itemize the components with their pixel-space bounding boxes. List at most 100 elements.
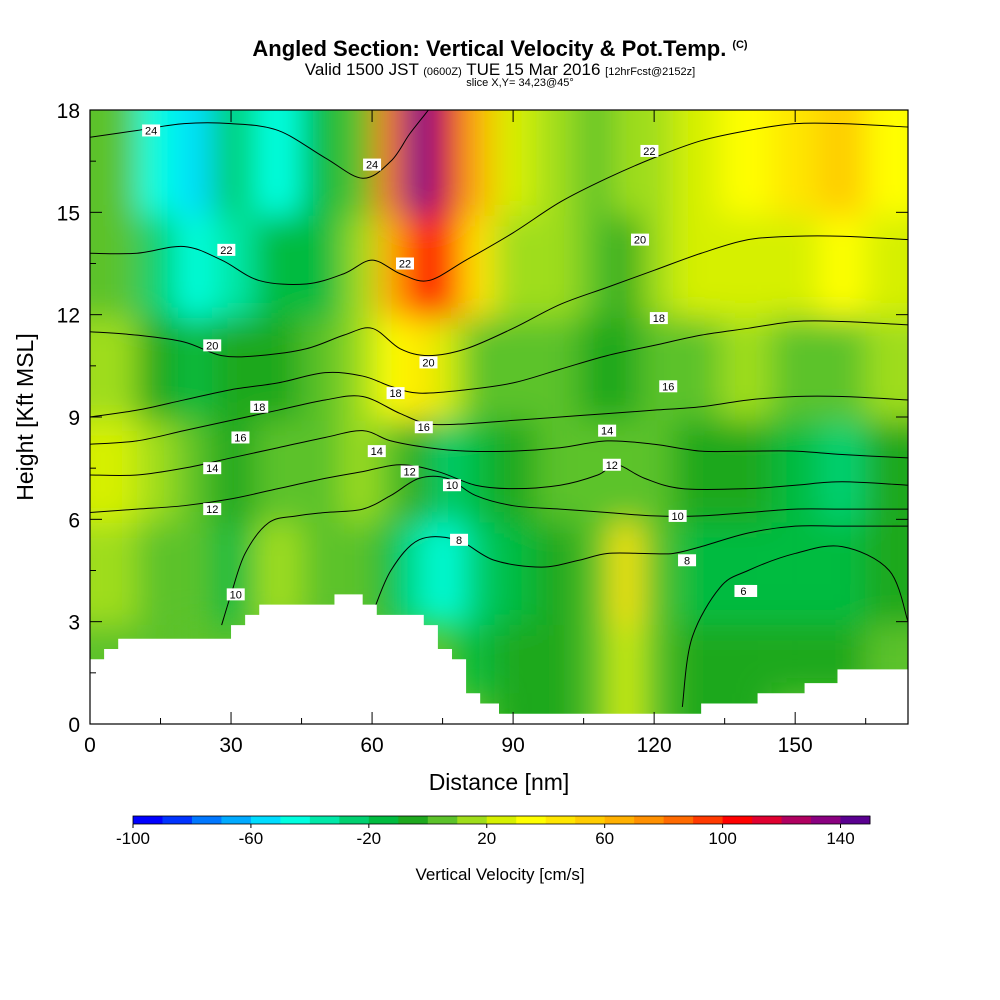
theta-contour-10 bbox=[221, 475, 908, 626]
terrain-mask bbox=[90, 594, 908, 724]
y-tick-label: 0 bbox=[68, 714, 80, 737]
velocity-cell bbox=[611, 618, 641, 724]
velocity-cell bbox=[865, 311, 908, 421]
colorbar-swatch bbox=[663, 816, 694, 824]
contour-label-extra-box bbox=[631, 233, 650, 246]
contour-label-extra-box bbox=[419, 356, 438, 369]
plot-area: 6 8 10 12 14 16 18 20 22 24 24 22 20 18 16 14 12 10 22 20 18… bbox=[89, 109, 909, 725]
y-axis: 0 3 6 9 12 15 18 bbox=[57, 100, 908, 737]
velocity-cell bbox=[212, 515, 255, 626]
y-axis-title: Height [Kft MSL] bbox=[12, 333, 38, 500]
velocity-cell bbox=[771, 515, 819, 626]
contour-label-extra-text: 6 bbox=[740, 586, 746, 598]
contour-label-extra: 12 bbox=[400, 465, 419, 479]
contour-label-extra: 20 bbox=[419, 356, 438, 369]
theta-contour-20 bbox=[90, 235, 908, 358]
velocity-cell bbox=[301, 208, 344, 319]
colorbar-swatch bbox=[221, 816, 252, 824]
velocity-cell bbox=[494, 413, 537, 523]
velocity-cell bbox=[461, 515, 495, 626]
forecast-info: [12hrFcst@2152z] bbox=[605, 66, 696, 78]
contour-label-extra-box bbox=[649, 312, 668, 325]
colorbar-tick-label: -100 bbox=[116, 829, 150, 848]
velocity-cell bbox=[212, 311, 255, 421]
contour-label-extra-text: 22 bbox=[399, 259, 411, 271]
theta-contour-16 bbox=[90, 395, 908, 445]
contour-label-extra-text: 22 bbox=[643, 146, 655, 158]
contour-label-10-box bbox=[226, 588, 245, 601]
colorbar-swatch bbox=[634, 816, 665, 824]
velocity-cell bbox=[865, 515, 908, 626]
velocity-cell bbox=[536, 618, 579, 724]
velocity-cell bbox=[137, 311, 177, 421]
contour-label-16: 16 bbox=[231, 431, 250, 444]
valid-utc: (0600Z) bbox=[423, 66, 462, 78]
contour-label-extra-box bbox=[640, 144, 659, 157]
contour-label-12-text: 12 bbox=[206, 504, 218, 516]
contour-label-extra-text: 12 bbox=[606, 460, 618, 472]
colorbar-swatch bbox=[339, 816, 370, 824]
contour-label-extra-box bbox=[602, 458, 621, 471]
contour-label-extra: 18 bbox=[649, 312, 668, 325]
velocity-cell bbox=[818, 413, 866, 523]
y-tick-label: 9 bbox=[68, 407, 80, 430]
contour-label-extra-box bbox=[367, 445, 386, 458]
contour-label-12-box bbox=[203, 503, 222, 516]
contour-label-20-text: 20 bbox=[206, 340, 218, 352]
theta-contour-22 bbox=[90, 122, 908, 285]
x-tick-label: 150 bbox=[778, 734, 813, 757]
colorbar-swatch bbox=[133, 816, 163, 824]
velocity-cell bbox=[640, 413, 673, 523]
velocity-cell bbox=[301, 110, 344, 216]
slice-info: slice X,Y= 34,23@45° bbox=[466, 77, 574, 89]
colorbar-swatch bbox=[162, 816, 193, 824]
colorbar-swatch bbox=[309, 816, 340, 824]
contour-label-14: 14 bbox=[203, 462, 222, 475]
contour-label-10: 10 bbox=[226, 588, 245, 601]
velocity-cell bbox=[90, 413, 138, 523]
contour-label-extra-text: 8 bbox=[684, 555, 690, 567]
colorbar-swatch bbox=[368, 816, 399, 824]
velocity-cell bbox=[461, 110, 495, 216]
velocity-cell bbox=[578, 618, 612, 724]
velocity-cell bbox=[137, 515, 177, 626]
colorbar-swatch bbox=[398, 816, 429, 824]
velocity-cell bbox=[578, 515, 612, 626]
velocity-cell bbox=[865, 413, 908, 523]
velocity-cell bbox=[672, 311, 720, 421]
velocity-cell bbox=[343, 311, 377, 421]
contour-label-extra: 10 bbox=[668, 509, 687, 523]
velocity-cell bbox=[137, 413, 177, 523]
velocity-cell bbox=[404, 110, 434, 216]
x-axis: 0 30 60 90 120 150 bbox=[84, 110, 867, 757]
colorbar-title: Vertical Velocity [cm/s] bbox=[415, 865, 584, 884]
velocity-cell bbox=[640, 110, 673, 216]
velocity-cell bbox=[640, 311, 673, 421]
theta-contour-8 bbox=[371, 525, 908, 616]
y-tick-label: 18 bbox=[57, 100, 80, 123]
colorbar-frame bbox=[132, 815, 871, 825]
velocity-cell bbox=[404, 515, 434, 626]
velocity-cell bbox=[719, 515, 772, 626]
velocity-cell bbox=[301, 413, 344, 523]
velocity-cell bbox=[640, 515, 673, 626]
valid-date: TUE 15 Mar 2016 bbox=[466, 60, 601, 79]
velocity-cell bbox=[611, 311, 641, 421]
velocity-cell bbox=[818, 110, 866, 216]
contour-label-extra-text: 24 bbox=[366, 160, 378, 172]
x-tick-label: 60 bbox=[360, 734, 383, 757]
contour-label-20-box bbox=[203, 339, 222, 352]
velocity-cell bbox=[461, 413, 495, 523]
velocity-cell bbox=[176, 110, 213, 216]
velocity-cell bbox=[818, 311, 866, 421]
contour-label-extra-text: 20 bbox=[422, 357, 434, 369]
velocity-cell bbox=[461, 311, 495, 421]
velocity-cell bbox=[672, 110, 720, 216]
colorbar-swatch bbox=[811, 816, 842, 824]
contour-label-16-text: 16 bbox=[234, 432, 246, 444]
colorbar-swatch bbox=[191, 816, 222, 824]
contour-label-extra-box bbox=[414, 421, 433, 434]
colorbar-swatch bbox=[427, 816, 458, 824]
colorbar: -100 -60 -20 20 60 100 140 bbox=[116, 815, 871, 848]
